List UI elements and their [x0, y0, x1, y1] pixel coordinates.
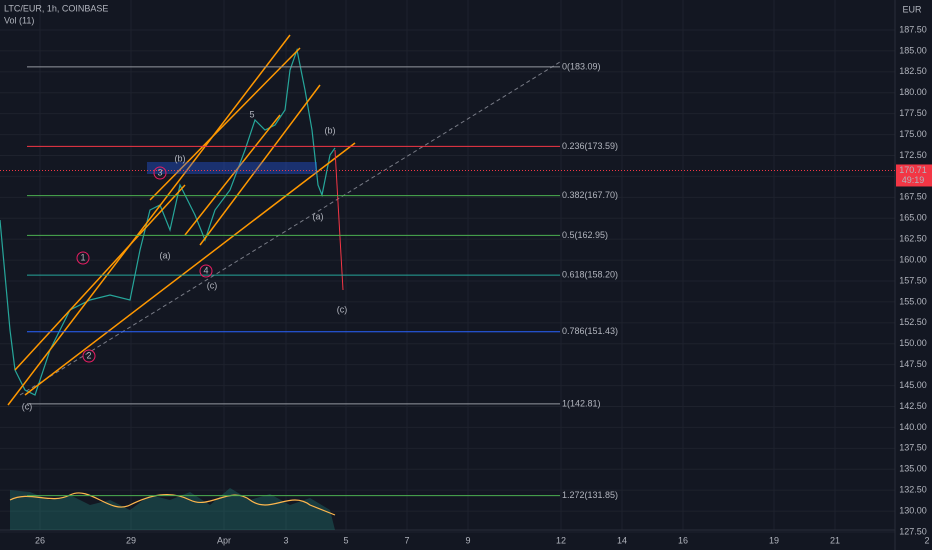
fib-label: 0(183.09)	[562, 61, 601, 71]
trend-dashed	[19, 61, 561, 396]
price-tick: 172.50	[899, 150, 927, 160]
price-tick: 150.00	[899, 338, 927, 348]
time-label: 3	[283, 535, 288, 545]
wave-circle	[153, 166, 167, 180]
price-line	[0, 47, 336, 396]
time-label: 21	[830, 535, 840, 545]
time-label: 5	[343, 535, 348, 545]
price-tick: 187.50	[899, 24, 927, 34]
price-tick: 135.00	[899, 464, 927, 474]
time-label: 16	[678, 535, 688, 545]
fib-label: 0.786(151.43)	[562, 326, 618, 336]
trend-lines	[7, 34, 356, 406]
wave-circle	[199, 264, 213, 278]
price-tick: 132.50	[899, 485, 927, 495]
price-tick: 137.50	[899, 443, 927, 453]
fib-label: 1.272(131.85)	[562, 490, 618, 500]
wave-label: 1	[80, 252, 85, 262]
projection	[334, 149, 344, 291]
currency: EUR	[902, 4, 922, 14]
symbol: LTC/EUR, 1h, COINBASE	[4, 3, 108, 13]
fib-label: 0.236(173.59)	[562, 141, 618, 151]
time-label: 19	[769, 535, 779, 545]
time-label: 2	[924, 535, 929, 545]
wave-label: (a)	[160, 250, 171, 260]
wave-label: (a)	[313, 211, 324, 221]
price-tick: 175.00	[899, 129, 927, 139]
fib-label: 0.618(158.20)	[562, 270, 618, 280]
volume-area	[10, 488, 335, 530]
price-tick: 165.00	[899, 213, 927, 223]
price-tick: 147.50	[899, 359, 927, 369]
price-tick: 142.50	[899, 401, 927, 411]
price-tick: 140.00	[899, 422, 927, 432]
zone	[147, 162, 317, 174]
price-tick: 160.00	[899, 254, 927, 264]
wave-label: 4	[203, 265, 208, 275]
current-price-tag	[896, 164, 932, 187]
wave-circle	[82, 349, 96, 363]
wave-label: 3	[157, 167, 162, 177]
price-tick: 157.50	[899, 275, 927, 285]
wave-label: (c)	[207, 280, 218, 290]
countdown: 49:19	[902, 175, 925, 185]
current-price: 170.71	[899, 165, 927, 175]
wave-label: (b)	[175, 153, 186, 163]
time-label: 14	[617, 535, 627, 545]
time-label: 9	[465, 535, 470, 545]
time-label: 26	[35, 535, 45, 545]
price-tick: 127.50	[899, 526, 927, 536]
wave-label: 2	[86, 350, 91, 360]
wave-label: (c)	[22, 401, 33, 411]
price-tick: 162.50	[899, 234, 927, 244]
volume-ma	[9, 492, 336, 516]
fib-label: 0.382(167.70)	[562, 190, 618, 200]
wave-label: 5	[249, 109, 254, 119]
price-tick: 180.00	[899, 87, 927, 97]
price-tick: 145.00	[899, 380, 927, 390]
wave-label: (b)	[325, 125, 336, 135]
price-tick: 185.00	[899, 45, 927, 55]
indicator: Vol (11)	[4, 15, 34, 25]
fib-label: 0.5(162.95)	[562, 230, 608, 240]
wave-circle	[76, 251, 90, 265]
price-tick: 130.00	[899, 505, 927, 515]
price-tick: 155.00	[899, 296, 927, 306]
price-tick: 152.50	[899, 317, 927, 327]
time-label: 12	[556, 535, 566, 545]
grid	[0, 0, 928, 533]
time-label: Apr	[217, 535, 231, 545]
wave-label: (c)	[337, 304, 348, 314]
fib-label: 1(142.81)	[562, 398, 601, 408]
time-label: 29	[126, 535, 136, 545]
price-tick: 177.50	[899, 108, 927, 118]
time-label: 7	[404, 535, 409, 545]
price-tick: 167.50	[899, 192, 927, 202]
price-axis-bg	[895, 0, 932, 550]
price-tick: 182.50	[899, 66, 927, 76]
